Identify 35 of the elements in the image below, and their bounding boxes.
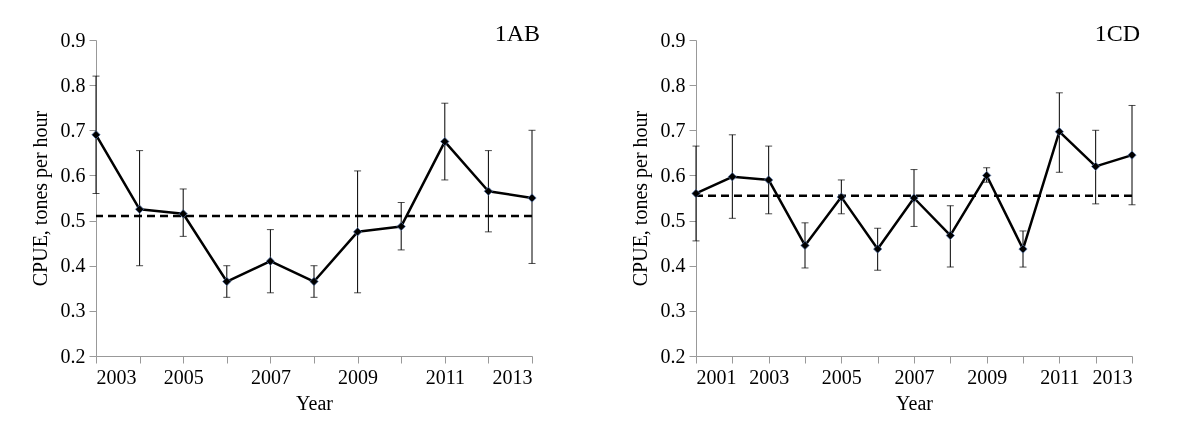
x-tick-label: 2009 [338,365,379,388]
x-tick-label: 2001 [696,365,737,388]
y-tick-label: 0.8 [660,73,686,96]
y-tick-label: 0.3 [660,299,686,322]
x-tick-label: 2013 [492,365,533,388]
y-tick-label: 0.6 [60,163,86,186]
y-tick-label: 0.2 [60,344,86,367]
x-tick-label: 2003 [96,365,137,388]
x-axis-title: Year [296,391,334,414]
y-tick-label: 0.6 [660,163,686,186]
y-tick-label: 0.2 [660,344,686,367]
x-tick-label: 2011 [1040,365,1080,388]
y-tick-label: 0.7 [60,118,86,141]
x-tick-label: 2009 [967,365,1008,388]
y-tick-label: 0.4 [660,254,686,277]
x-axis-title: Year [896,391,934,414]
x-tick-label: 2005 [163,365,204,388]
y-axis-title: CPUE, tones per hour [28,110,52,287]
y-axis-title: CPUE, tones per hour [628,110,652,287]
x-tick-label: 2005 [821,365,862,388]
y-tick-label: 0.9 [660,28,686,51]
y-tick-label: 0.4 [60,254,86,277]
x-tick-label: 2007 [894,365,935,388]
y-tick-label: 0.8 [60,73,86,96]
annotation: 1AB [494,20,540,46]
y-tick-label: 0.5 [660,209,686,232]
x-tick-label: 2011 [425,365,465,388]
y-tick-label: 0.9 [60,28,86,51]
y-tick-label: 0.5 [60,209,86,232]
x-tick-label: 2003 [749,365,790,388]
x-tick-label: 2013 [1092,365,1133,388]
annotation: 1CD [1094,20,1140,46]
y-tick-label: 0.7 [660,118,686,141]
y-tick-label: 0.3 [60,299,86,322]
x-tick-label: 2007 [250,365,291,388]
